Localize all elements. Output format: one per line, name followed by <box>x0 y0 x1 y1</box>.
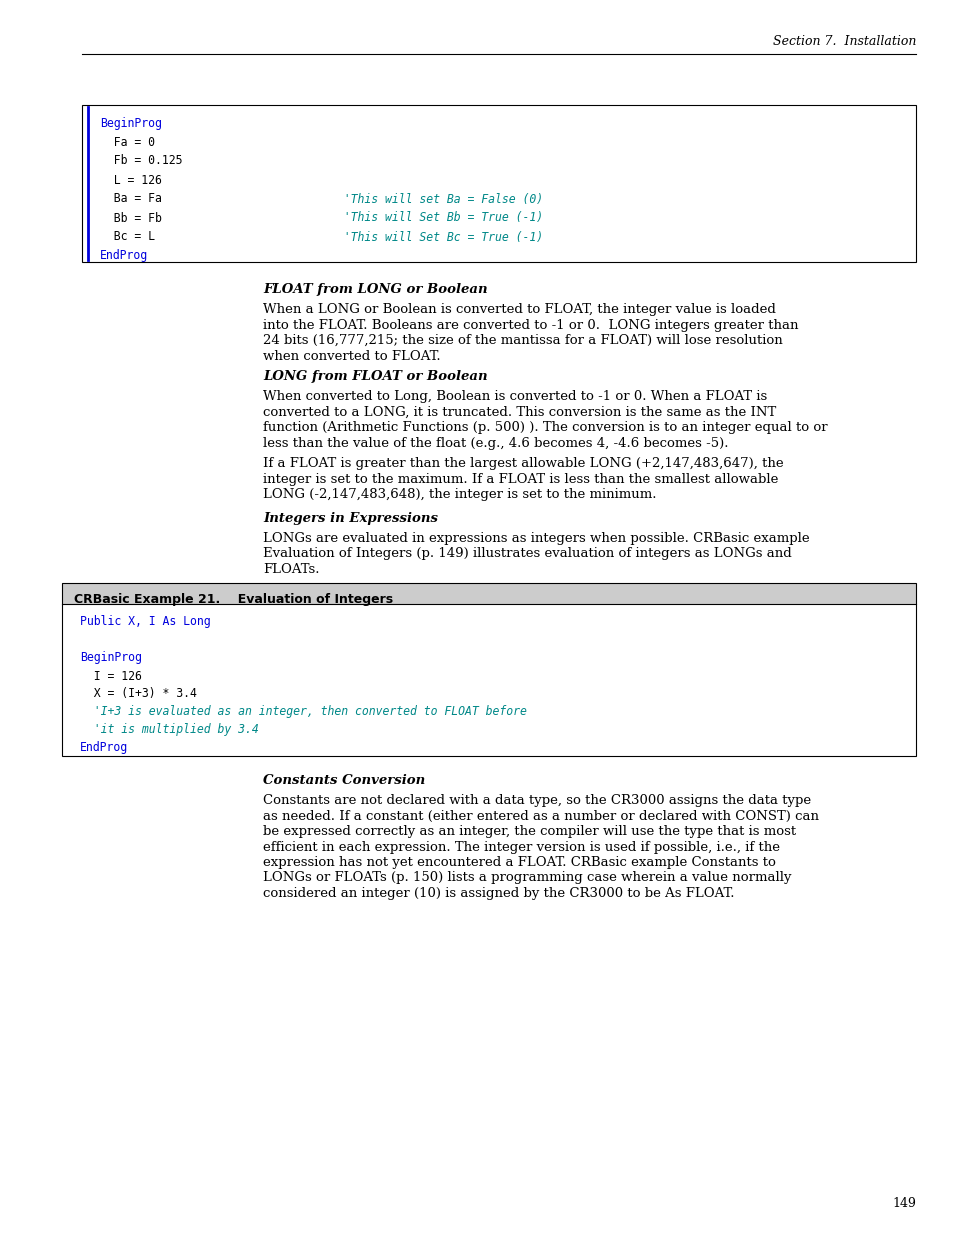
Text: Bc = L: Bc = L <box>100 231 154 243</box>
Text: 'This will Set Bb = True (-1): 'This will Set Bb = True (-1) <box>330 211 542 225</box>
Text: L = 126: L = 126 <box>100 173 162 186</box>
Bar <box>62 583 915 756</box>
Text: Evaluation of Integers (p. 149) illustrates evaluation of integers as LONGs and: Evaluation of Integers (p. 149) illustra… <box>263 547 791 561</box>
Text: as needed. If a constant (either entered as a number or declared with CONST) can: as needed. If a constant (either entered… <box>263 809 818 823</box>
Text: Fb = 0.125: Fb = 0.125 <box>100 154 182 168</box>
Text: Section 7.  Installation: Section 7. Installation <box>772 35 915 48</box>
Text: when converted to FLOAT.: when converted to FLOAT. <box>263 350 440 363</box>
Text: LONGs or FLOATs (p. 150) lists a programming case wherein a value normally: LONGs or FLOATs (p. 150) lists a program… <box>263 872 791 884</box>
Text: Constants are not declared with a data type, so the CR3000 assigns the data type: Constants are not declared with a data t… <box>263 794 810 806</box>
Text: If a FLOAT is greater than the largest allowable LONG (+2,147,483,647), the: If a FLOAT is greater than the largest a… <box>263 457 782 471</box>
Text: LONGs are evaluated in expressions as integers when possible. CRBasic example: LONGs are evaluated in expressions as in… <box>263 532 809 545</box>
Text: function (Arithmetic Functions (p. 500) ). The conversion is to an integer equal: function (Arithmetic Functions (p. 500) … <box>263 421 827 433</box>
Text: into the FLOAT. Booleans are converted to -1 or 0.  LONG integers greater than: into the FLOAT. Booleans are converted t… <box>263 319 798 331</box>
Text: 149: 149 <box>891 1197 915 1210</box>
Text: less than the value of the float (e.g., 4.6 becomes 4, -4.6 becomes -5).: less than the value of the float (e.g., … <box>263 436 728 450</box>
Text: CRBasic Example 21.    Evaluation of Integers: CRBasic Example 21. Evaluation of Intege… <box>74 593 393 606</box>
Text: When converted to Long, Boolean is converted to -1 or 0. When a FLOAT is: When converted to Long, Boolean is conve… <box>263 390 766 403</box>
Text: Constants Conversion: Constants Conversion <box>263 774 425 787</box>
Text: converted to a LONG, it is truncated. This conversion is the same as the INT: converted to a LONG, it is truncated. Th… <box>263 405 776 419</box>
Text: Fa = 0: Fa = 0 <box>100 136 154 148</box>
Bar <box>62 583 915 756</box>
Text: Ba = Fa: Ba = Fa <box>100 193 162 205</box>
Text: 24 bits (16,777,215; the size of the mantissa for a FLOAT) will lose resolution: 24 bits (16,777,215; the size of the man… <box>263 333 781 347</box>
Text: X = (I+3) * 3.4: X = (I+3) * 3.4 <box>80 688 196 700</box>
Text: efficient in each expression. The integer version is used if possible, i.e., if : efficient in each expression. The intege… <box>263 841 780 853</box>
Bar <box>62 583 915 604</box>
Text: 'it is multiplied by 3.4: 'it is multiplied by 3.4 <box>80 724 258 736</box>
Text: 'This will Set Bc = True (-1): 'This will Set Bc = True (-1) <box>330 231 542 243</box>
Bar <box>82 105 915 262</box>
Text: FLOAT from LONG or Boolean: FLOAT from LONG or Boolean <box>263 283 487 296</box>
Text: be expressed correctly as an integer, the compiler will use the type that is mos: be expressed correctly as an integer, th… <box>263 825 796 839</box>
Text: Public X, I As Long: Public X, I As Long <box>80 615 211 629</box>
Text: BeginProg: BeginProg <box>100 116 162 130</box>
Text: 'I+3 is evaluated as an integer, then converted to FLOAT before: 'I+3 is evaluated as an integer, then co… <box>80 705 526 719</box>
Text: expression has not yet encountered a FLOAT. CRBasic example Constants to: expression has not yet encountered a FLO… <box>263 856 775 869</box>
Text: integer is set to the maximum. If a FLOAT is less than the smallest allowable: integer is set to the maximum. If a FLOA… <box>263 473 778 485</box>
Text: considered an integer (10) is assigned by the CR3000 to be As FLOAT.: considered an integer (10) is assigned b… <box>263 887 734 900</box>
Text: LONG from FLOAT or Boolean: LONG from FLOAT or Boolean <box>263 370 487 383</box>
Text: Integers in Expressions: Integers in Expressions <box>263 513 437 525</box>
Text: FLOATs.: FLOATs. <box>263 563 319 576</box>
Text: I = 126: I = 126 <box>80 669 142 683</box>
Text: When a LONG or Boolean is converted to FLOAT, the integer value is loaded: When a LONG or Boolean is converted to F… <box>263 303 775 316</box>
Text: 'This will set Ba = False (0): 'This will set Ba = False (0) <box>330 193 542 205</box>
Text: BeginProg: BeginProg <box>80 652 142 664</box>
Text: EndProg: EndProg <box>80 741 128 755</box>
Text: LONG (-2,147,483,648), the integer is set to the minimum.: LONG (-2,147,483,648), the integer is se… <box>263 488 656 501</box>
Text: EndProg: EndProg <box>100 249 148 263</box>
Text: Bb = Fb: Bb = Fb <box>100 211 162 225</box>
